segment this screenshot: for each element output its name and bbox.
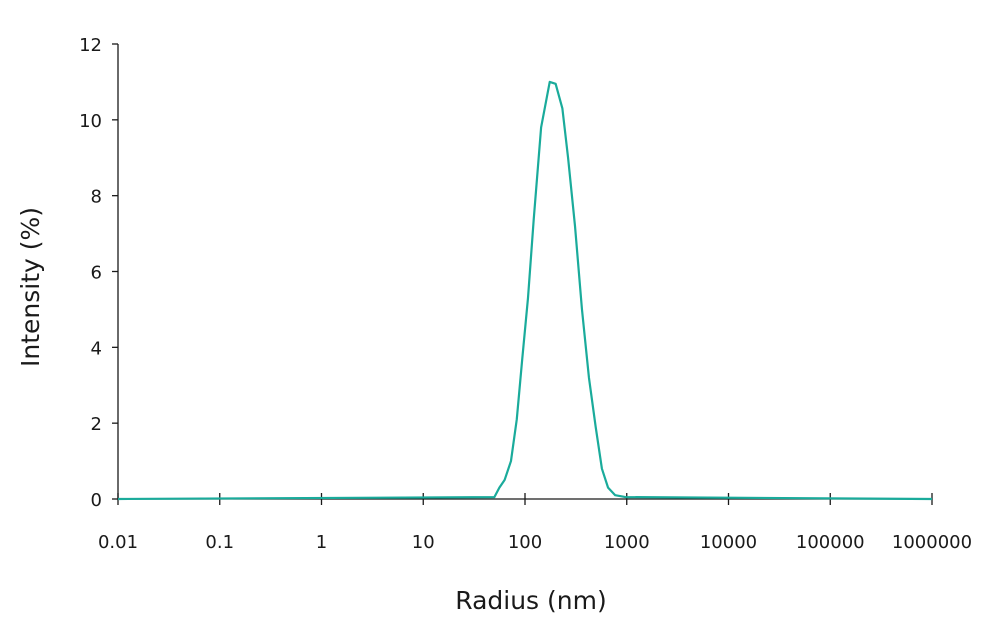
x-tick-label: 1000 (604, 532, 650, 553)
y-tick-label: 10 (79, 111, 102, 132)
x-tick-label: 10000 (700, 532, 757, 553)
x-tick-label: 10 (412, 532, 435, 553)
y-tick-label: 0 (91, 490, 102, 511)
y-tick-label: 12 (79, 35, 102, 56)
y-tick-label: 2 (91, 414, 102, 435)
data-line (117, 80, 933, 501)
y-tick-label: 8 (91, 187, 102, 208)
y-axis-label: Intensity (%) (16, 207, 45, 367)
x-axis-label: Radius (nm) (455, 586, 606, 615)
y-tick-label: 4 (91, 338, 102, 359)
x-tick-label: 1000000 (892, 532, 972, 553)
x-tick-label: 100000 (796, 532, 865, 553)
x-tick-label: 100 (508, 532, 542, 553)
x-tick-label: 0.1 (205, 532, 234, 553)
x-tick-label: 0.01 (98, 532, 138, 553)
y-tick-label: 6 (91, 263, 102, 284)
x-tick-label: 1 (316, 532, 327, 553)
